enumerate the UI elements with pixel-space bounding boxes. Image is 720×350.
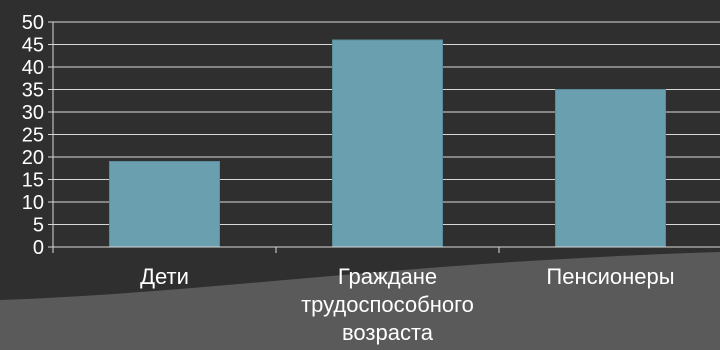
category-labels: Дети Граждане трудоспособного возраста Пенси… [140,264,674,345]
bar [332,39,443,248]
category-label-line: Пенсионеры [546,264,674,289]
y-tick-label: 0 [33,237,44,259]
category-label: Дети [140,264,189,289]
category-label: Пенсионеры [546,264,674,289]
bar [109,161,220,248]
y-tick-label: 20 [22,147,44,169]
y-tick-label: 15 [22,170,44,192]
category-label-line: трудоспособного [301,292,474,317]
y-tick-label: 50 [22,12,44,34]
y-tick-label: 40 [22,57,44,79]
category-label-line: возраста [342,320,434,345]
y-tick-label: 35 [22,80,44,102]
y-tick-label: 25 [22,125,44,147]
y-tick-label: 30 [22,102,44,124]
bars [109,39,666,248]
category-label: Граждане трудоспособного возраста [301,264,474,345]
y-tick-label: 10 [22,192,44,214]
category-label-line: Граждане [338,264,437,289]
bar [555,89,666,248]
category-label-line: Дети [140,264,189,289]
y-tick-label: 5 [33,215,44,237]
background-wave [0,252,720,350]
y-tick-label: 45 [22,35,44,57]
